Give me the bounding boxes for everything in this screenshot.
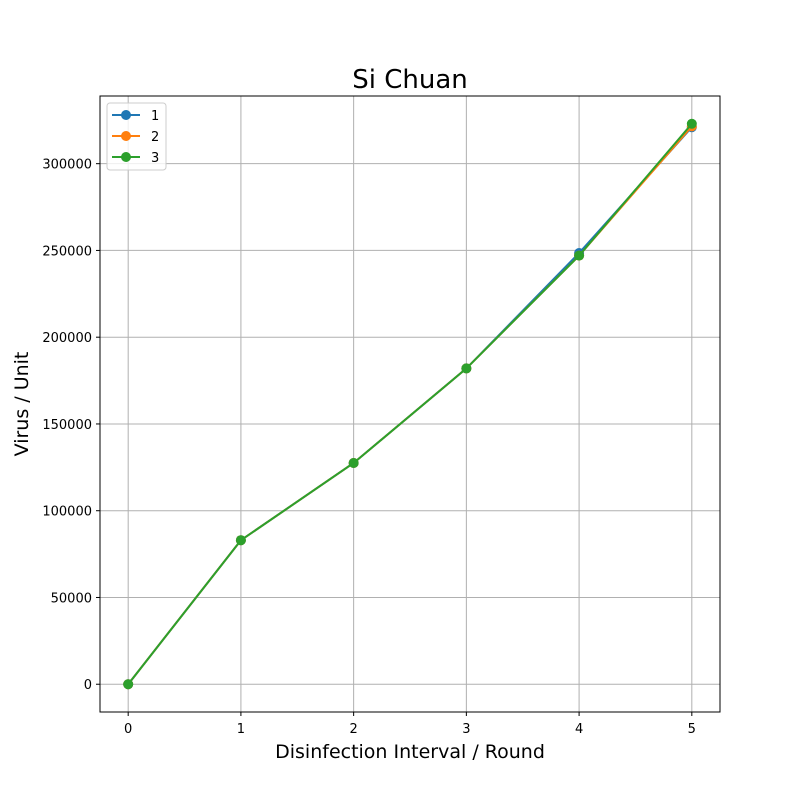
legend-label: 2 <box>151 130 159 145</box>
series-group <box>123 118 697 690</box>
data-point <box>348 457 359 468</box>
x-tick-label: 2 <box>349 722 357 737</box>
legend-item-2: 2 <box>112 130 159 145</box>
legend-swatch-marker <box>121 110 131 120</box>
legend-swatch-marker <box>121 131 131 141</box>
legend: 1 2 3 <box>106 102 167 171</box>
legend-label: 1 <box>151 109 159 124</box>
y-tick-label: 250000 <box>42 244 92 259</box>
y-tick-label: 200000 <box>42 331 92 346</box>
y-tick-label: 300000 <box>42 158 92 173</box>
chart-title: Si Chuan <box>352 65 468 95</box>
y-tick-label: 100000 <box>42 505 92 520</box>
data-point <box>461 363 472 374</box>
x-tick-label: 4 <box>575 722 583 737</box>
data-point <box>686 118 697 129</box>
x-tick-label: 3 <box>462 722 470 737</box>
data-point <box>574 250 585 261</box>
legend-label: 3 <box>151 151 159 166</box>
data-point <box>123 679 134 690</box>
x-tick-label: 5 <box>688 722 696 737</box>
y-tick-label: 50000 <box>51 591 92 606</box>
x-axis-ticks: 0 1 2 3 4 5 <box>124 712 696 737</box>
y-axis-ticks: 0 50000 100000 150000 200000 250000 300000 <box>42 158 100 693</box>
y-axis-label: Virus / Unit <box>11 352 33 457</box>
series-line <box>127 123 693 685</box>
x-tick-label: 0 <box>124 722 132 737</box>
plot-frame <box>99 95 721 713</box>
legend-item-1: 1 <box>112 109 159 124</box>
legend-item-3: 3 <box>112 151 159 166</box>
x-axis-label: Disinfection Interval / Round <box>275 741 545 763</box>
y-tick-label: 150000 <box>42 418 92 433</box>
series-3 <box>123 118 697 690</box>
grid <box>100 96 720 712</box>
x-tick-label: 1 <box>237 722 245 737</box>
legend-swatch-marker <box>121 152 131 162</box>
data-point <box>235 535 246 546</box>
y-tick-label: 0 <box>84 678 92 693</box>
